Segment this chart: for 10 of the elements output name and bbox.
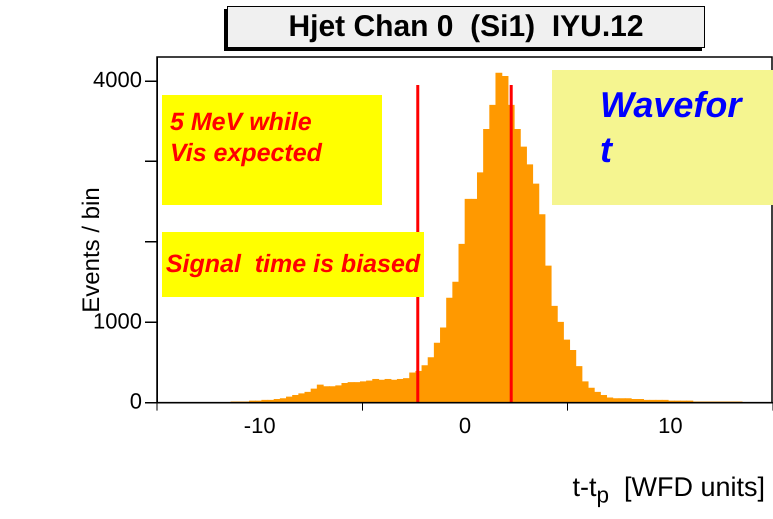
x-tick-label: 10 <box>658 412 683 438</box>
annotation: 5 MeV while Vis expected <box>162 95 382 205</box>
x-axis-title: t-t$_{p}$ [WFD units] <box>572 472 765 508</box>
y-tick-label: 4000 <box>93 67 142 92</box>
y-tick-label: 0 <box>130 388 142 414</box>
x-tick-label: 0 <box>458 412 472 438</box>
annotation: Signal time is biased <box>162 232 424 297</box>
annotation: Wavefor t <box>552 70 773 205</box>
x-tick-label: -10 <box>244 412 276 438</box>
chart-title: Hjet Chan 0 (Si1) IYU.12 <box>227 6 705 48</box>
